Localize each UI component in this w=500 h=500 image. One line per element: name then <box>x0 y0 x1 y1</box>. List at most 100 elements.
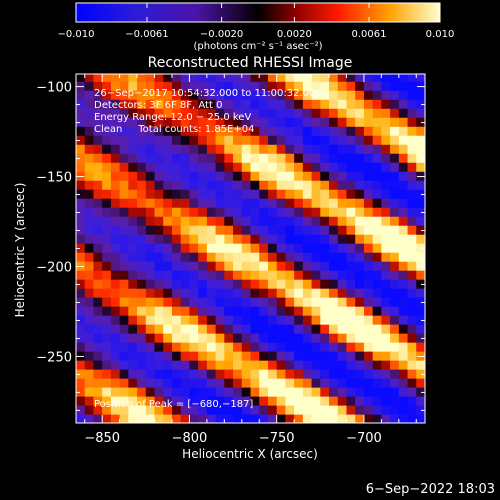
heatmap-cell <box>110 74 121 82</box>
heatmap-cell <box>110 252 121 262</box>
heatmap-cell <box>346 81 356 91</box>
heatmap-cell <box>76 207 86 217</box>
heatmap-cell <box>198 387 208 397</box>
heatmap-cell <box>267 225 278 235</box>
heatmap-cell <box>137 270 147 280</box>
heatmap-cell <box>390 261 400 271</box>
heatmap-cell <box>294 333 304 343</box>
annotation-energy: Energy Range: 12.0 − 25.0 keV <box>94 112 251 123</box>
heatmap-cell <box>241 153 252 163</box>
heatmap-cell <box>294 135 304 145</box>
heatmap-cell <box>329 342 339 352</box>
heatmap-cell <box>171 90 182 100</box>
heatmap-cell <box>390 351 400 361</box>
heatmap-cell <box>302 189 313 199</box>
heatmap-cell <box>154 414 164 423</box>
heatmap-cell <box>163 153 173 163</box>
heatmap-cell <box>398 297 409 307</box>
heatmap-cell <box>76 261 86 271</box>
heatmap-cell <box>398 126 409 136</box>
heatmap-cell <box>250 74 260 82</box>
heatmap-cell <box>189 243 199 253</box>
heatmap-cell <box>206 198 217 208</box>
heatmap-cell <box>285 180 295 190</box>
heatmap-cell <box>110 135 121 145</box>
heatmap-cell <box>198 324 208 334</box>
heatmap-cell <box>224 324 234 334</box>
heatmap-cell <box>137 90 147 100</box>
heatmap-cell <box>189 333 199 343</box>
heatmap-cell <box>372 261 382 271</box>
heatmap-cell <box>311 74 321 82</box>
heatmap-cell <box>171 414 182 423</box>
heatmap-cell <box>337 171 348 181</box>
heatmap-cell <box>189 126 199 136</box>
heatmap-cell <box>259 117 269 127</box>
heatmap-cell <box>311 171 321 181</box>
heatmap-cell <box>137 342 147 352</box>
heatmap-cell <box>154 117 164 127</box>
heatmap-cell <box>267 171 278 181</box>
heatmap-cell <box>276 234 286 244</box>
heatmap-cell <box>346 297 356 307</box>
heatmap-cell <box>145 378 156 388</box>
heatmap-cell <box>206 135 217 145</box>
heatmap-cell <box>390 126 400 136</box>
heatmap-cell <box>390 252 400 262</box>
heatmap-cell <box>407 243 417 253</box>
heatmap-cell <box>137 324 147 334</box>
heatmap-cell <box>337 369 348 379</box>
heatmap-cell <box>416 74 425 82</box>
heatmap-cell <box>128 162 138 172</box>
heatmap-cell <box>128 189 138 199</box>
heatmap-cell <box>267 74 278 82</box>
heatmap-cell <box>189 198 199 208</box>
heatmap-cell <box>398 99 409 109</box>
heatmap-cell <box>110 243 121 253</box>
heatmap-cell <box>137 189 147 199</box>
heatmap-cell <box>128 333 138 343</box>
heatmap-cell <box>346 333 356 343</box>
heatmap-cell <box>215 342 225 352</box>
heatmap-cell <box>137 279 147 289</box>
heatmap-cell <box>154 405 164 415</box>
heatmap-cell <box>224 81 234 91</box>
heatmap-cell <box>372 171 382 181</box>
heatmap-cell <box>119 99 129 109</box>
heatmap-cell <box>233 414 243 423</box>
heatmap-cell <box>381 198 391 208</box>
heatmap-cell <box>311 288 321 298</box>
heatmap-cell <box>320 90 330 100</box>
heatmap-cell <box>407 90 417 100</box>
heatmap-cell <box>259 216 269 226</box>
heatmap-cell <box>259 126 269 136</box>
heatmap-cell <box>302 180 313 190</box>
heatmap-cell <box>276 108 286 118</box>
heatmap-cell <box>320 270 330 280</box>
heatmap-cell <box>302 99 313 109</box>
heatmap-cell <box>329 180 339 190</box>
heatmap-cell <box>76 162 86 172</box>
heatmap-cell <box>93 144 103 154</box>
heatmap-cell <box>355 279 365 289</box>
heatmap-cell <box>355 378 365 388</box>
heatmap-cell <box>390 108 400 118</box>
heatmap-cell <box>154 270 164 280</box>
heatmap-cell <box>390 198 400 208</box>
heatmap-cell <box>128 216 138 226</box>
heatmap-cell <box>110 297 121 307</box>
heatmap-cell <box>154 315 164 325</box>
heatmap-cell <box>398 324 409 334</box>
heatmap-cell <box>119 225 129 235</box>
heatmap-cell <box>259 387 269 397</box>
heatmap-cell <box>224 333 234 343</box>
heatmap-cell <box>224 279 234 289</box>
heatmap-cell <box>119 171 129 181</box>
heatmap-cell <box>355 261 365 271</box>
heatmap-cell <box>320 333 330 343</box>
heatmap-cell <box>198 171 208 181</box>
heatmap-cell <box>329 369 339 379</box>
heatmap-cell <box>102 81 112 91</box>
heatmap-cell <box>250 396 260 406</box>
heatmap-cell <box>241 117 252 127</box>
